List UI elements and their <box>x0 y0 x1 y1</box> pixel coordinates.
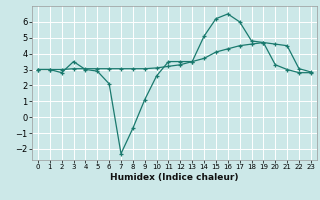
X-axis label: Humidex (Indice chaleur): Humidex (Indice chaleur) <box>110 173 239 182</box>
